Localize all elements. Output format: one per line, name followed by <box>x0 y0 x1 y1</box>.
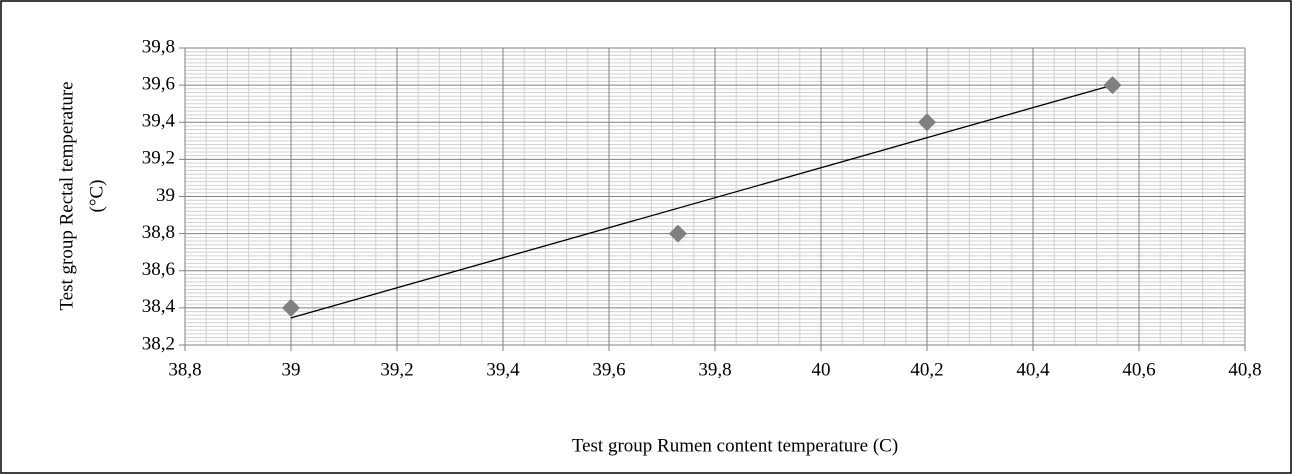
y-axis-label: Test group Rectal temperature (°C) <box>56 81 107 310</box>
point <box>282 298 300 317</box>
y-tick-label: 38,8 <box>142 222 175 243</box>
y-tick-label: 38,4 <box>142 296 176 317</box>
y-tick-label: 39,4 <box>142 111 176 132</box>
point <box>1103 76 1122 95</box>
y-tick-label: 39,6 <box>142 73 175 94</box>
x-tick-label: 39,8 <box>698 359 731 380</box>
y-axis-label-line: Test group Rectal temperature <box>56 81 77 310</box>
x-tick-label: 39,4 <box>486 359 520 380</box>
x-tick-label: 40,2 <box>910 359 943 380</box>
y-tick-label: 39,2 <box>142 148 175 169</box>
x-tick-label: 40,8 <box>1228 359 1261 380</box>
x-tick-label: 40,6 <box>1122 359 1155 380</box>
y-axis-label-line: (°C) <box>86 180 107 213</box>
y-tick-label: 38,2 <box>142 333 175 354</box>
point <box>668 224 687 243</box>
y-tick-label: 39,8 <box>142 36 175 57</box>
point <box>918 113 936 132</box>
trendline <box>290 84 1113 319</box>
x-tick-label: 39,2 <box>380 359 413 380</box>
x-tick-label: 40,4 <box>1016 359 1050 380</box>
x-axis-label: Test group Rumen content temperature (C) <box>572 435 898 456</box>
y-tick-label: 39 <box>156 185 175 206</box>
x-tick-label: 39 <box>282 359 301 380</box>
x-tick-label: 40 <box>812 359 831 380</box>
x-tick-label: 38,8 <box>168 359 201 380</box>
y-tick-label: 38,6 <box>142 259 175 280</box>
x-tick-label: 39,6 <box>592 359 625 380</box>
